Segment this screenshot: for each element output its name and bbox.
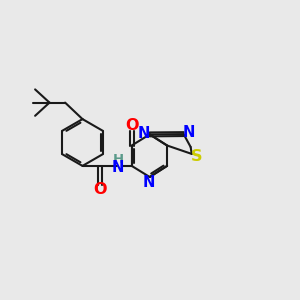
Text: N: N (138, 126, 151, 141)
Text: N: N (112, 160, 124, 175)
Text: H: H (112, 153, 124, 166)
Text: O: O (93, 182, 107, 197)
Text: N: N (143, 175, 155, 190)
Text: O: O (125, 118, 139, 133)
Text: N: N (183, 125, 195, 140)
Text: S: S (191, 149, 203, 164)
